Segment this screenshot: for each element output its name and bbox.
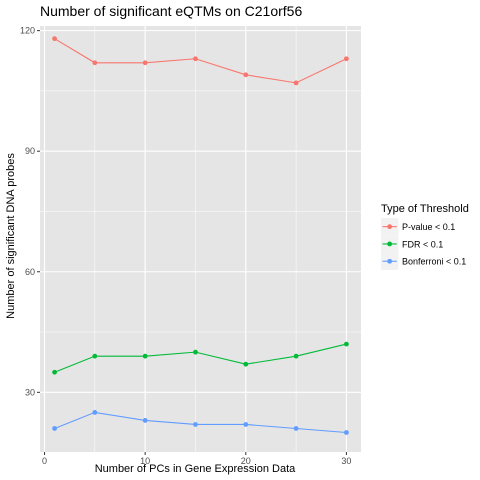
data-point xyxy=(243,72,249,78)
data-point xyxy=(193,422,198,427)
x-tick-label: 10 xyxy=(140,456,150,466)
data-point xyxy=(52,369,57,375)
legend-item: P-value < 0.1 xyxy=(381,218,455,236)
plot-panel xyxy=(40,26,361,452)
x-tick-label: 20 xyxy=(241,456,251,466)
x-tick-label: 30 xyxy=(341,456,351,466)
chart-title: Number of significant eQTMs on C21orf56 xyxy=(40,3,302,19)
data-point xyxy=(142,353,148,359)
data-point xyxy=(293,353,299,359)
series-group xyxy=(52,410,349,435)
data-point xyxy=(344,56,349,62)
data-point xyxy=(92,353,98,359)
data-point xyxy=(293,426,299,431)
data-point xyxy=(344,430,349,435)
data-point xyxy=(52,426,57,431)
y-axis-label: Number of significant DNA probes xyxy=(5,153,17,319)
legend-title: Type of Threshold xyxy=(381,203,469,215)
legend-point xyxy=(387,241,393,247)
legend-point xyxy=(387,258,393,264)
y-tick-label: 90 xyxy=(25,146,35,156)
data-point xyxy=(52,36,57,42)
data-point xyxy=(243,361,249,367)
series-layer xyxy=(52,36,349,435)
legend-label: Bonferroni < 0.1 xyxy=(402,257,466,267)
data-point xyxy=(193,56,198,62)
data-point xyxy=(142,418,148,423)
legend: Type of Threshold P-value < 0.1 FDR < 0.1… xyxy=(381,203,469,270)
y-axis: 30 60 90 120 xyxy=(20,26,40,397)
legend-point xyxy=(387,224,393,230)
series-group xyxy=(52,341,349,375)
data-point xyxy=(142,60,148,66)
y-tick-label: 30 xyxy=(25,387,35,397)
legend-label: P-value < 0.1 xyxy=(402,222,455,232)
legend-item: Bonferroni < 0.1 xyxy=(381,252,466,270)
y-tick-label: 60 xyxy=(25,267,35,277)
x-axis-label: Number of PCs in Gene Expression Data xyxy=(95,463,296,475)
data-point xyxy=(92,410,98,415)
data-point xyxy=(344,341,349,347)
series-group xyxy=(52,36,349,86)
data-point xyxy=(193,349,198,355)
legend-items: P-value < 0.1 FDR < 0.1 Bonferroni < 0.1 xyxy=(381,218,466,270)
data-point xyxy=(293,80,299,86)
data-point xyxy=(92,60,98,66)
x-axis: 0 10 20 30 xyxy=(42,452,351,466)
grid-lines xyxy=(40,26,361,452)
y-tick-label: 120 xyxy=(20,26,35,36)
data-point xyxy=(243,422,249,427)
legend-label: FDR < 0.1 xyxy=(402,239,443,249)
legend-item: FDR < 0.1 xyxy=(381,235,443,253)
x-tick-label: 0 xyxy=(42,456,47,466)
